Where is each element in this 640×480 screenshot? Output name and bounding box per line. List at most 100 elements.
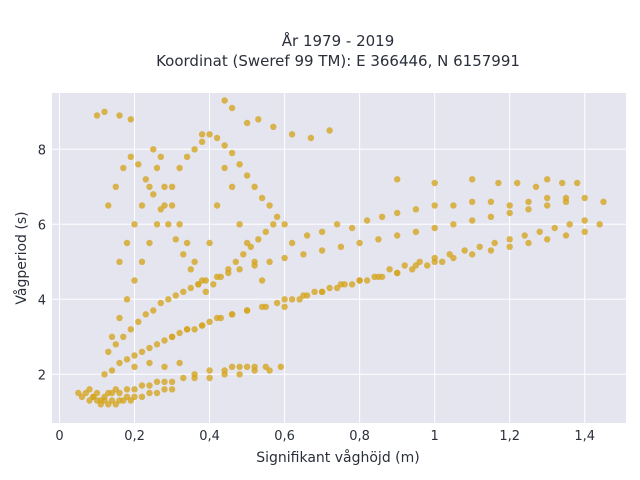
data-point (487, 247, 495, 254)
data-point (153, 389, 161, 397)
data-point (514, 179, 521, 187)
data-point (255, 116, 262, 123)
data-point (311, 288, 318, 295)
y-tick-label: 6 (38, 218, 46, 233)
data-point (198, 131, 206, 138)
data-point (281, 303, 288, 310)
data-point (544, 176, 551, 183)
data-point (431, 224, 438, 232)
data-point (191, 326, 198, 333)
data-point (469, 198, 476, 205)
data-point (288, 296, 296, 303)
data-point (168, 386, 176, 393)
data-point (450, 202, 457, 209)
data-point (281, 254, 288, 262)
data-point (469, 176, 476, 183)
data-point (221, 142, 228, 149)
data-point (206, 367, 213, 374)
data-point (202, 288, 209, 295)
data-point (172, 292, 179, 299)
data-point (394, 209, 401, 217)
data-point (469, 217, 476, 224)
data-point (142, 176, 149, 183)
data-point (101, 108, 108, 116)
data-point (157, 206, 164, 213)
data-point (150, 191, 157, 198)
data-point (243, 363, 251, 370)
data-point (446, 251, 453, 258)
data-point (146, 389, 153, 397)
data-point (270, 221, 277, 228)
data-point (131, 393, 138, 400)
data-point (262, 363, 269, 370)
data-point (416, 258, 423, 265)
data-point (138, 202, 146, 209)
data-point (198, 322, 206, 329)
data-point (198, 138, 206, 145)
data-point (318, 228, 326, 235)
data-point (525, 206, 532, 213)
x-tick-label: 1,4 (574, 429, 595, 444)
data-point (326, 127, 333, 134)
data-point (258, 303, 266, 310)
data-point (101, 371, 108, 378)
data-point (348, 281, 356, 288)
data-point (157, 153, 164, 160)
data-point (176, 164, 183, 172)
y-tick-label: 2 (38, 368, 46, 383)
data-point (318, 288, 326, 295)
data-point (356, 277, 363, 284)
data-point (439, 258, 446, 265)
data-point (401, 262, 408, 269)
data-point (120, 164, 127, 172)
chart-title-line2: Koordinat (Sweref 99 TM): E 366446, N 61… (156, 52, 520, 70)
data-point (363, 217, 371, 224)
data-point (228, 363, 236, 370)
data-point (525, 239, 532, 247)
data-point (127, 153, 134, 160)
data-point (363, 277, 371, 284)
data-point (116, 389, 123, 397)
data-point (307, 134, 315, 142)
data-point (157, 299, 164, 307)
data-point (206, 131, 213, 138)
data-point (431, 179, 438, 187)
data-point (161, 337, 168, 344)
data-point (236, 363, 243, 370)
data-point (333, 221, 341, 228)
data-point (337, 243, 345, 250)
data-point (221, 164, 228, 172)
data-point (206, 374, 213, 382)
data-points (75, 97, 607, 408)
data-point (183, 326, 191, 333)
data-point (213, 314, 221, 322)
y-axis-title: Vågperiod (s) (13, 211, 30, 304)
data-point (495, 179, 502, 187)
data-point (562, 194, 570, 202)
data-point (116, 314, 123, 322)
data-point (281, 221, 288, 228)
data-point (153, 378, 161, 385)
data-point (326, 284, 333, 292)
data-point (180, 288, 187, 295)
data-point (228, 311, 236, 318)
data-point (431, 202, 438, 209)
data-point (412, 206, 420, 213)
data-point (213, 134, 221, 142)
data-point (562, 232, 570, 239)
data-point (146, 382, 153, 389)
data-point (187, 266, 194, 273)
data-point (243, 119, 251, 127)
data-point (228, 183, 236, 190)
x-axis-title: Signifikant våghöjd (m) (256, 449, 419, 466)
data-point (277, 363, 284, 370)
data-point (198, 277, 206, 284)
data-point (206, 318, 213, 325)
data-point (146, 239, 153, 247)
data-point (127, 116, 134, 123)
data-point (581, 194, 588, 202)
data-point (168, 378, 176, 385)
data-point (566, 221, 573, 228)
data-point (506, 202, 513, 209)
data-point (262, 228, 269, 235)
